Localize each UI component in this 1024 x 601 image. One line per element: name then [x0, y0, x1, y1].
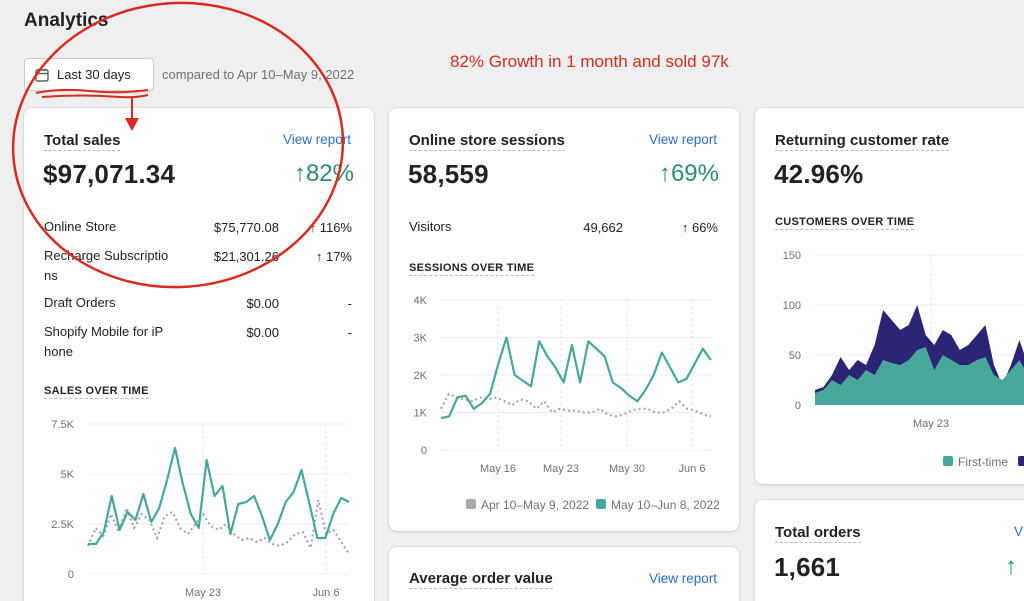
- sessions-change: ↑69%: [658, 160, 719, 187]
- y-tick-label: 2.5K: [51, 519, 74, 531]
- y-tick-label: 3K: [414, 333, 428, 345]
- sales-row-value: $0.00: [246, 325, 279, 340]
- aov-view-report-link[interactable]: View report: [649, 571, 718, 586]
- x-tick-label: May 23: [913, 418, 949, 430]
- aov-title[interactable]: Average order value: [409, 570, 553, 589]
- orders-value: 1,661: [774, 552, 841, 582]
- y-tick-label: 0: [68, 569, 74, 581]
- x-tick-label: Jun 6: [679, 463, 706, 475]
- calendar-icon: [35, 68, 49, 82]
- legend-swatch-previous: [466, 499, 476, 509]
- date-range-button[interactable]: Last 30 days: [24, 58, 154, 91]
- legend-swatch-first-time: [943, 456, 953, 466]
- total-sales-card: Total sales View report $97,071.34 ↑82% …: [24, 108, 374, 601]
- sales-current-line: [88, 446, 350, 546]
- sessions-value: 58,559: [408, 159, 489, 189]
- visitors-label: Visitors: [409, 219, 452, 234]
- legend-swatch-current: [596, 499, 606, 509]
- sales-over-time-title: SALES OVER TIME: [44, 385, 149, 399]
- sales-previous-line: [86, 499, 350, 555]
- customers-over-time-chart: 0 50 100 150 May 23 First-time: [783, 250, 1024, 469]
- x-tick-label: May 16: [480, 463, 516, 475]
- y-tick-label: 4K: [414, 295, 428, 307]
- legend-swatch-returning: [1018, 456, 1024, 466]
- returning-title[interactable]: Returning customer rate: [775, 132, 950, 151]
- y-tick-label: 5K: [61, 469, 75, 481]
- sales-over-time-chart: 0 2.5K 5K 7.5K May 23 Jun 6: [51, 419, 350, 599]
- sales-row-change: -: [347, 325, 352, 340]
- sales-row-change: -: [347, 296, 352, 311]
- returning-customer-card: Returning customer rate 42.96% CUSTOMERS…: [755, 108, 1024, 484]
- sessions-card: Online store sessions View report 58,559…: [389, 108, 739, 531]
- page-title: Analytics: [24, 10, 109, 31]
- y-tick-label: 150: [783, 250, 801, 262]
- y-tick-label: 2K: [414, 370, 428, 382]
- total-sales-title[interactable]: Total sales: [44, 132, 121, 151]
- legend-label-current: May 10–Jun 8, 2022: [611, 498, 720, 512]
- date-range-label: Last 30 days: [57, 67, 131, 82]
- orders-change: ↑: [1005, 553, 1017, 580]
- y-tick-label: 50: [789, 350, 801, 362]
- annotation-text: 82% Growth in 1 month and sold 97k: [450, 52, 729, 71]
- returning-value: 42.96%: [774, 159, 864, 189]
- sales-row-value: $75,770.08: [213, 220, 279, 235]
- sales-row-label: Shopify Mobile for iP hone: [44, 324, 163, 359]
- sales-row-label: Draft Orders: [44, 295, 116, 310]
- aov-card: Average order value View report: [389, 547, 739, 601]
- y-tick-label: 0: [421, 445, 427, 457]
- y-tick-label: 0: [795, 400, 801, 412]
- total-sales-view-report-link[interactable]: View report: [283, 132, 352, 147]
- orders-title[interactable]: Total orders: [775, 524, 861, 543]
- sessions-over-time-chart: 0 1K 2K 3K 4K May 16 May 23 May 30 Jun 6 Apr 10–M…: [414, 295, 721, 512]
- x-tick-label: May 30: [609, 463, 645, 475]
- sessions-over-time-title: SESSIONS OVER TIME: [409, 262, 535, 276]
- sales-row-change: ↑ 17%: [315, 249, 352, 264]
- sales-row-change-text: ↑ 116%: [309, 220, 352, 235]
- compare-text: compared to Apr 10–May 9, 2022: [162, 67, 355, 82]
- y-tick-label: 1K: [414, 408, 428, 420]
- customers-over-time-title: CUSTOMERS OVER TIME: [775, 216, 915, 230]
- sales-row-change: ↑ 116%: [294, 220, 352, 235]
- visitors-change: ↑ 66%: [681, 220, 718, 235]
- y-tick-label: 7.5K: [51, 419, 74, 431]
- orders-view-report-link[interactable]: V: [1014, 524, 1024, 539]
- sales-row-value: $0.00: [246, 296, 279, 311]
- sessions-current-line: [440, 336, 712, 420]
- y-tick-label: 100: [783, 300, 801, 312]
- first-time-area: [815, 347, 1024, 405]
- sales-row-label: Online Store: [44, 219, 117, 234]
- legend-label-previous: Apr 10–May 9, 2022: [481, 498, 589, 512]
- total-sales-change: ↑82%: [293, 160, 354, 187]
- sales-row-label: Recharge Subscriptio ns: [44, 248, 169, 283]
- x-tick-label: Jun 6: [313, 587, 340, 599]
- x-tick-label: May 23: [185, 587, 221, 599]
- legend-label-first-time: First-time: [958, 455, 1008, 469]
- total-orders-card: Total orders V 1,661 ↑: [755, 500, 1024, 601]
- sessions-view-report-link[interactable]: View report: [649, 132, 718, 147]
- x-tick-label: May 23: [543, 463, 579, 475]
- sessions-title[interactable]: Online store sessions: [409, 132, 565, 151]
- visitors-value: 49,662: [583, 220, 623, 235]
- sales-row-value: $21,301.26: [213, 249, 279, 264]
- total-sales-value: $97,071.34: [43, 159, 176, 189]
